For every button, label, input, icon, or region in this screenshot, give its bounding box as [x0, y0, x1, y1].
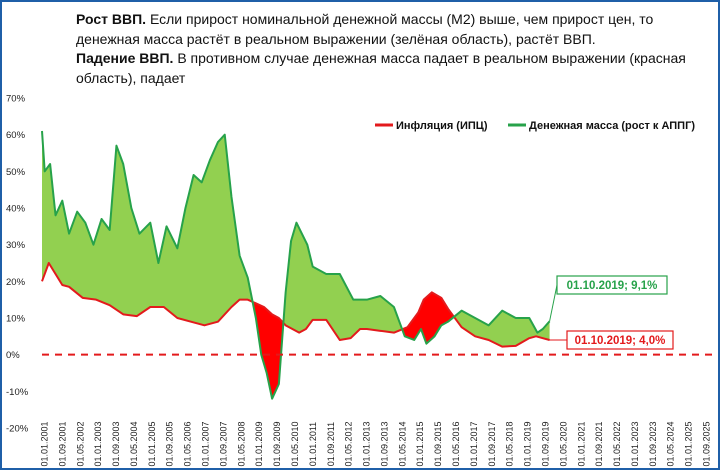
legend-inflation: Инфляция (ИПЦ)	[375, 120, 488, 132]
x-tick-label: 01.01.2005	[147, 421, 157, 466]
real-decline-area	[252, 301, 284, 399]
decline-text: В противном случае денежная масса падает…	[76, 50, 686, 86]
annotation-label: 01.10.2019; 4,0%	[575, 335, 666, 347]
axes: 70% 60% 50% 40% 30% 20% 10% 0% -10% -20% 01.01.200…	[6, 94, 712, 467]
money-supply-line	[41, 130, 551, 400]
chart-description: Рост ВВП. Если прирост номинальной денеж…	[76, 10, 696, 88]
money-supply-annotation: 01.10.2019; 9,1%	[549, 275, 668, 322]
x-tick-label: 01.09.2007	[218, 421, 228, 466]
x-tick-label: 01.05.2004	[129, 421, 139, 466]
x-tick-label: 01.09.2025	[702, 421, 712, 466]
x-tick-label: 01.05.2018	[505, 421, 515, 466]
y-tick-label: 60%	[6, 130, 26, 141]
legend-label: Денежная масса (рост к АППГ)	[529, 120, 695, 132]
annotation-box	[556, 275, 668, 295]
growth-text: Если прирост номинальной денежной массы …	[76, 11, 654, 47]
real-growth-area	[42, 131, 253, 326]
real-decline-area	[402, 292, 454, 344]
x-tick-label: 01.09.2021	[594, 421, 604, 466]
annotations: 01.10.2019; 9,1% 01.10.2019; 4,0%	[549, 275, 674, 350]
x-tick-label: 01.01.2025	[684, 421, 694, 466]
x-tick-label: 01.05.2008	[236, 421, 246, 466]
y-tick-label: 30%	[6, 240, 26, 251]
x-tick-label: 01.09.2005	[165, 421, 175, 466]
x-tick-label: 01.05.2006	[183, 421, 193, 466]
x-tick-label: 01.05.2024	[666, 421, 676, 466]
annotation-label: 01.10.2019; 9,1%	[567, 280, 658, 292]
x-tick-label: 01.05.2022	[612, 421, 622, 466]
y-tick-label: 0%	[6, 350, 20, 361]
x-tick-label: 01.01.2015	[415, 421, 425, 466]
y-tick-label: 40%	[6, 204, 26, 215]
x-tick-label: 01.09.2011	[326, 422, 336, 466]
x-tick-label: 01.09.2003	[111, 421, 121, 466]
x-tick-label: 01.09.2019	[540, 421, 550, 466]
x-tick-label: 01.01.2011	[308, 422, 318, 466]
x-tick-label: 01.05.2020	[558, 421, 568, 466]
decline-heading: Падение ВВП.	[76, 50, 174, 66]
x-tick-label: 01.01.2017	[469, 421, 479, 466]
annotation-box	[566, 330, 674, 350]
y-tick-label: 10%	[6, 314, 26, 325]
x-tick-label: 01.05.2016	[451, 421, 461, 466]
x-tick-label: 01.09.2001	[57, 421, 67, 466]
x-tick-label: 01.05.2014	[397, 421, 407, 466]
x-tick-label: 01.01.2021	[576, 421, 586, 466]
series-lines	[41, 130, 551, 400]
x-tick-label: 01.01.2001	[40, 421, 50, 466]
y-tick-label: 20%	[6, 277, 26, 288]
x-tick-label: 01.05.2012	[344, 421, 354, 466]
x-tick-label: 01.01.2013	[362, 421, 372, 466]
legend: Инфляция (ИПЦ) Денежная масса (рост к АПП…	[375, 120, 695, 132]
x-tick-label: 01.05.2002	[75, 421, 85, 466]
x-tick-label: 01.09.2013	[379, 421, 389, 466]
y-tick-label: -20%	[6, 424, 29, 435]
growth-heading: Рост ВВП.	[76, 11, 147, 27]
x-tick-label: 01.09.2017	[487, 421, 497, 466]
x-tick-label: 01.01.2003	[93, 421, 103, 466]
y-tick-label: 70%	[6, 94, 26, 105]
inflation-line	[41, 262, 550, 348]
legend-money-supply: Денежная масса (рост к АППГ)	[508, 120, 695, 132]
x-tick-label: 01.01.2007	[201, 421, 211, 466]
x-tick-label: 01.01.2009	[254, 421, 264, 466]
inflation-annotation: 01.10.2019; 4,0%	[549, 330, 674, 350]
area-fills	[42, 131, 550, 399]
legend-label: Инфляция (ИПЦ)	[396, 120, 488, 132]
x-tick-label: 01.01.2023	[630, 421, 640, 466]
x-tick-label: 01.01.2019	[523, 421, 533, 466]
x-tick-label: 01.09.2023	[648, 421, 658, 466]
y-tick-label: -10%	[6, 387, 29, 398]
y-tick-label: 50%	[6, 167, 26, 178]
x-tick-label: 01.09.2009	[272, 421, 282, 466]
x-tick-label: 01.09.2015	[433, 421, 443, 466]
annotation-leader	[549, 284, 558, 322]
x-tick-label: 01.05.2010	[290, 421, 300, 466]
